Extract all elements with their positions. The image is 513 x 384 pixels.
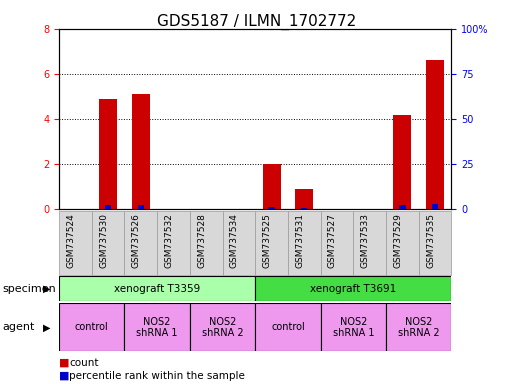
Bar: [386, 303, 451, 351]
Bar: [99, 99, 117, 209]
Text: GSM737530: GSM737530: [99, 213, 108, 268]
Text: GSM737525: GSM737525: [263, 213, 271, 268]
Bar: [353, 211, 386, 275]
Text: agent: agent: [3, 322, 35, 333]
Bar: [59, 276, 255, 301]
Bar: [321, 211, 353, 275]
Bar: [223, 211, 255, 275]
Bar: [426, 60, 444, 209]
Text: ▶: ▶: [43, 322, 50, 333]
Text: percentile rank within the sample: percentile rank within the sample: [69, 371, 245, 381]
Bar: [132, 94, 150, 209]
Bar: [301, 208, 307, 209]
Bar: [295, 189, 313, 209]
Text: GSM737533: GSM737533: [361, 213, 370, 268]
Text: ▶: ▶: [43, 284, 50, 294]
Text: GSM737529: GSM737529: [393, 213, 402, 268]
Bar: [255, 211, 288, 275]
Bar: [386, 211, 419, 275]
Text: GSM737534: GSM737534: [230, 213, 239, 268]
Bar: [92, 211, 125, 275]
Text: NOS2
shRNA 1: NOS2 shRNA 1: [332, 316, 374, 338]
Bar: [263, 164, 281, 209]
Text: specimen: specimen: [3, 284, 56, 294]
Bar: [255, 276, 451, 301]
Text: GSM737528: GSM737528: [197, 213, 206, 268]
Bar: [190, 211, 223, 275]
Bar: [105, 205, 111, 209]
Bar: [190, 303, 255, 351]
Bar: [59, 303, 124, 351]
Text: GSM737532: GSM737532: [165, 213, 173, 268]
Bar: [157, 211, 190, 275]
Text: control: control: [75, 322, 109, 333]
Bar: [419, 211, 451, 275]
Text: count: count: [69, 358, 99, 368]
Text: GSM737531: GSM737531: [295, 213, 304, 268]
Text: ■: ■: [59, 358, 73, 368]
Bar: [393, 114, 411, 209]
Bar: [399, 205, 406, 209]
Bar: [321, 303, 386, 351]
Text: control: control: [271, 322, 305, 333]
Text: GDS5187 / ILMN_1702772: GDS5187 / ILMN_1702772: [157, 13, 356, 30]
Bar: [432, 204, 438, 209]
Bar: [268, 207, 275, 209]
Bar: [255, 303, 321, 351]
Bar: [59, 211, 92, 275]
Text: GSM737535: GSM737535: [426, 213, 435, 268]
Text: GSM737527: GSM737527: [328, 213, 337, 268]
Text: xenograft T3359: xenograft T3359: [114, 284, 200, 294]
Text: NOS2
shRNA 2: NOS2 shRNA 2: [398, 316, 440, 338]
Text: xenograft T3691: xenograft T3691: [310, 284, 397, 294]
Text: ■: ■: [59, 371, 73, 381]
Text: GSM737524: GSM737524: [66, 213, 75, 268]
Text: GSM737526: GSM737526: [132, 213, 141, 268]
Bar: [124, 211, 157, 275]
Bar: [124, 303, 190, 351]
Text: NOS2
shRNA 1: NOS2 shRNA 1: [136, 316, 178, 338]
Text: NOS2
shRNA 2: NOS2 shRNA 2: [202, 316, 243, 338]
Bar: [137, 205, 144, 209]
Bar: [288, 211, 321, 275]
